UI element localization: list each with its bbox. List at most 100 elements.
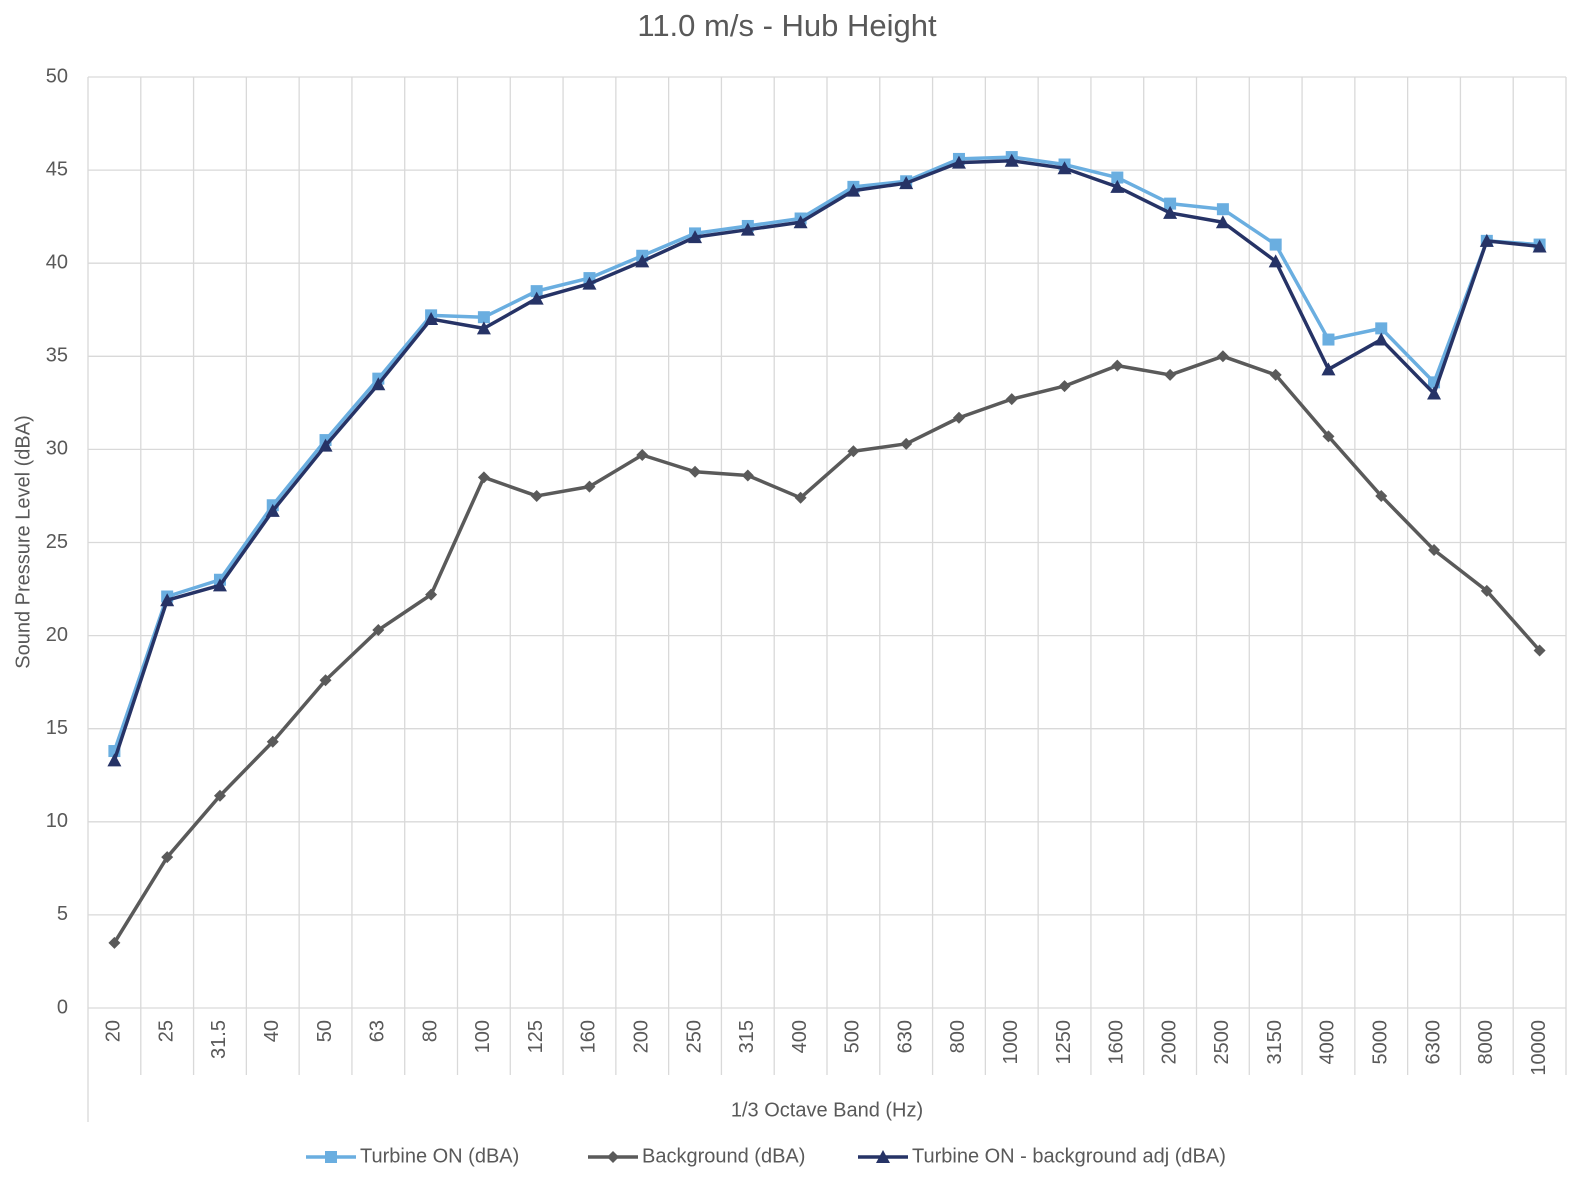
marker xyxy=(689,465,702,478)
y-tick-label: 5 xyxy=(57,903,68,925)
x-tick-label: 200 xyxy=(631,1020,653,1053)
y-tick-label: 40 xyxy=(46,251,68,273)
x-tick-label: 10000 xyxy=(1528,1020,1550,1076)
marker xyxy=(635,254,650,268)
marker xyxy=(899,176,914,190)
marker xyxy=(741,469,754,482)
x-tick-label: 6300 xyxy=(1422,1020,1444,1065)
marker xyxy=(529,291,544,305)
series xyxy=(108,350,1546,949)
marker xyxy=(582,276,597,290)
marker xyxy=(1268,254,1283,268)
marker xyxy=(161,851,174,864)
marker xyxy=(213,789,226,802)
y-tick-label: 30 xyxy=(46,438,68,460)
marker xyxy=(1322,430,1335,443)
y-tick-label: 25 xyxy=(46,531,68,553)
marker xyxy=(1057,161,1072,175)
x-tick-label: 80 xyxy=(419,1020,441,1042)
marker xyxy=(1163,205,1178,219)
legend-label: Background (dBA) xyxy=(642,1145,805,1167)
x-tick-label: 1000 xyxy=(1000,1020,1022,1065)
marker xyxy=(1110,179,1125,193)
marker xyxy=(951,155,966,169)
series xyxy=(107,153,1547,767)
marker xyxy=(1479,233,1494,247)
marker xyxy=(1004,153,1019,167)
marker xyxy=(1532,239,1547,253)
marker xyxy=(1269,238,1282,251)
x-tick-label: 800 xyxy=(947,1020,969,1053)
marker xyxy=(530,285,543,298)
y-tick-label: 15 xyxy=(46,717,68,739)
x-tick-label: 630 xyxy=(894,1020,916,1053)
marker xyxy=(477,471,490,484)
series-line xyxy=(112,155,1540,752)
marker xyxy=(265,503,280,517)
marker xyxy=(1374,332,1389,346)
y-tick-label: 45 xyxy=(46,158,68,180)
chart-title: 11.0 m/s - Hub Height xyxy=(637,8,937,43)
marker xyxy=(1111,359,1124,372)
x-tick-label: 50 xyxy=(314,1020,336,1042)
x-tick-label: 40 xyxy=(261,1020,283,1042)
legend-label: Turbine ON - background adj (dBA) xyxy=(912,1145,1226,1167)
marker xyxy=(1164,368,1177,381)
marker xyxy=(794,491,807,504)
marker xyxy=(160,593,175,607)
x-tick-label: 31.5 xyxy=(208,1020,230,1059)
marker xyxy=(107,753,122,767)
legend-marker xyxy=(607,1151,619,1163)
marker xyxy=(1375,489,1388,502)
x-tick-label: 315 xyxy=(736,1020,758,1053)
marker xyxy=(266,735,279,748)
marker xyxy=(952,411,965,424)
x-tick-label: 500 xyxy=(842,1020,864,1053)
marker xyxy=(1322,333,1335,346)
marker xyxy=(1216,350,1229,363)
x-tick-label: 1250 xyxy=(1053,1020,1075,1065)
x-tick-label: 63 xyxy=(367,1020,389,1042)
marker xyxy=(1269,368,1282,381)
marker xyxy=(1375,322,1388,335)
marker xyxy=(1215,215,1230,229)
x-tick-label: 400 xyxy=(789,1020,811,1053)
marker xyxy=(636,448,649,461)
marker xyxy=(1321,362,1336,376)
x-tick-label: 250 xyxy=(683,1020,705,1053)
x-tick-label: 8000 xyxy=(1475,1020,1497,1065)
series-line xyxy=(112,354,1541,944)
marker xyxy=(1164,197,1177,210)
marker xyxy=(846,183,861,197)
legend-marker xyxy=(325,1151,337,1163)
x-tick-label: 4000 xyxy=(1317,1020,1339,1065)
marker xyxy=(108,936,121,949)
marker xyxy=(1480,584,1493,597)
y-tick-label: 0 xyxy=(57,996,68,1018)
x-tick-label: 2500 xyxy=(1211,1020,1233,1065)
x-axis-label: 1/3 Octave Band (Hz) xyxy=(731,1099,923,1121)
marker xyxy=(583,480,596,493)
series xyxy=(108,151,1546,758)
marker xyxy=(793,215,808,229)
marker xyxy=(1111,171,1124,184)
x-tick-label: 160 xyxy=(578,1020,600,1053)
x-tick-label: 2000 xyxy=(1158,1020,1180,1065)
series-line xyxy=(112,159,1540,761)
marker xyxy=(900,437,913,450)
legend-label: Turbine ON (dBA) xyxy=(360,1145,519,1167)
x-tick-label: 125 xyxy=(525,1020,547,1053)
marker xyxy=(371,377,386,391)
marker xyxy=(688,230,703,244)
y-tick-label: 10 xyxy=(46,810,68,832)
marker xyxy=(1005,393,1018,406)
marker xyxy=(740,222,755,236)
marker xyxy=(212,578,227,592)
marker xyxy=(372,624,385,637)
y-tick-label: 50 xyxy=(46,65,68,87)
x-tick-label: 20 xyxy=(103,1020,125,1042)
y-tick-label: 35 xyxy=(46,345,68,367)
marker xyxy=(424,312,439,326)
marker xyxy=(1216,203,1229,216)
